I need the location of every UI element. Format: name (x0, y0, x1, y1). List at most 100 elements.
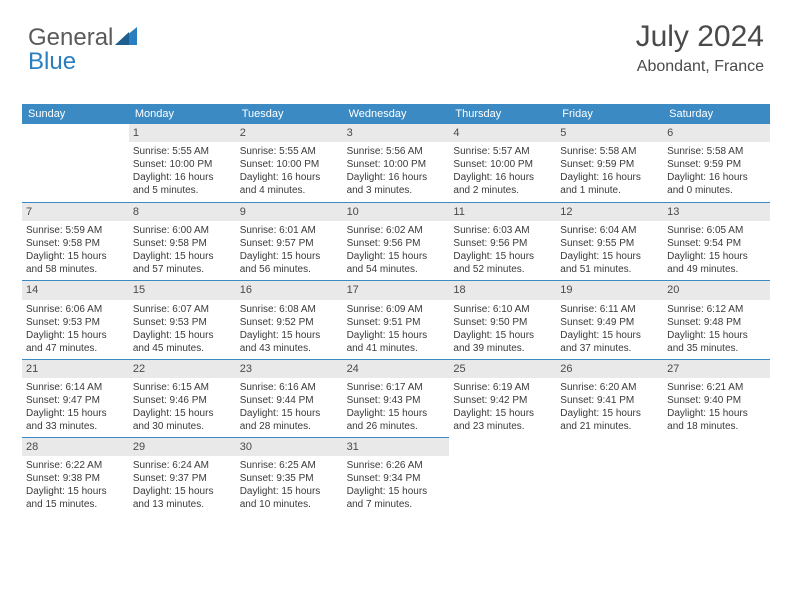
day-d1: Daylight: 15 hours (347, 250, 446, 263)
weekday-header: Friday (556, 104, 663, 124)
day-sunset: Sunset: 9:57 PM (240, 237, 339, 250)
calendar-day-cell: 22Sunrise: 6:15 AMSunset: 9:46 PMDayligh… (129, 359, 236, 437)
day-sunrise: Sunrise: 6:08 AM (240, 303, 339, 316)
day-number: 10 (343, 202, 450, 221)
day-d1: Daylight: 15 hours (240, 250, 339, 263)
day-d1: Daylight: 15 hours (453, 329, 552, 342)
day-d2: and 43 minutes. (240, 342, 339, 355)
day-d2: and 47 minutes. (26, 342, 125, 355)
day-number: 5 (556, 124, 663, 142)
calendar-day-cell: 26Sunrise: 6:20 AMSunset: 9:41 PMDayligh… (556, 359, 663, 437)
day-number: 25 (449, 359, 556, 378)
calendar-day-cell: 8Sunrise: 6:00 AMSunset: 9:58 PMDaylight… (129, 202, 236, 280)
day-d2: and 3 minutes. (347, 184, 446, 197)
day-d1: Daylight: 15 hours (347, 485, 446, 498)
day-d1: Daylight: 16 hours (347, 171, 446, 184)
day-d2: and 54 minutes. (347, 263, 446, 276)
day-number: 3 (343, 124, 450, 142)
day-number: 27 (663, 359, 770, 378)
day-d1: Daylight: 15 hours (347, 407, 446, 420)
calendar-day-cell: 20Sunrise: 6:12 AMSunset: 9:48 PMDayligh… (663, 280, 770, 358)
day-number: 12 (556, 202, 663, 221)
day-number: 15 (129, 280, 236, 299)
day-d2: and 7 minutes. (347, 498, 446, 511)
calendar-day-cell: 30Sunrise: 6:25 AMSunset: 9:35 PMDayligh… (236, 437, 343, 515)
day-d1: Daylight: 15 hours (240, 407, 339, 420)
day-d1: Daylight: 15 hours (453, 250, 552, 263)
day-sunset: Sunset: 9:43 PM (347, 394, 446, 407)
day-sunset: Sunset: 10:00 PM (240, 158, 339, 171)
day-number: 19 (556, 280, 663, 299)
day-sunset: Sunset: 9:58 PM (26, 237, 125, 250)
day-sunrise: Sunrise: 6:25 AM (240, 459, 339, 472)
day-d1: Daylight: 15 hours (133, 250, 232, 263)
day-sunrise: Sunrise: 6:02 AM (347, 224, 446, 237)
day-d1: Daylight: 15 hours (26, 250, 125, 263)
day-sunrise: Sunrise: 6:22 AM (26, 459, 125, 472)
calendar-day-cell: 4Sunrise: 5:57 AMSunset: 10:00 PMDayligh… (449, 124, 556, 202)
day-sunrise: Sunrise: 5:58 AM (667, 145, 766, 158)
day-sunset: Sunset: 10:00 PM (133, 158, 232, 171)
day-d2: and 57 minutes. (133, 263, 232, 276)
day-d2: and 23 minutes. (453, 420, 552, 433)
weekday-header: Saturday (663, 104, 770, 124)
day-d2: and 49 minutes. (667, 263, 766, 276)
day-sunrise: Sunrise: 6:14 AM (26, 381, 125, 394)
day-sunset: Sunset: 9:59 PM (560, 158, 659, 171)
day-number: 28 (22, 437, 129, 456)
day-d2: and 56 minutes. (240, 263, 339, 276)
day-number: 31 (343, 437, 450, 456)
day-number: 7 (22, 202, 129, 221)
day-sunset: Sunset: 9:56 PM (453, 237, 552, 250)
day-d2: and 15 minutes. (26, 498, 125, 511)
day-sunrise: Sunrise: 6:21 AM (667, 381, 766, 394)
day-sunrise: Sunrise: 5:59 AM (26, 224, 125, 237)
day-d2: and 33 minutes. (26, 420, 125, 433)
calendar-day-cell: 28Sunrise: 6:22 AMSunset: 9:38 PMDayligh… (22, 437, 129, 515)
day-sunset: Sunset: 10:00 PM (347, 158, 446, 171)
day-d2: and 58 minutes. (26, 263, 125, 276)
day-d1: Daylight: 15 hours (560, 329, 659, 342)
day-d1: Daylight: 15 hours (26, 329, 125, 342)
day-d2: and 30 minutes. (133, 420, 232, 433)
calendar-day-cell: 21Sunrise: 6:14 AMSunset: 9:47 PMDayligh… (22, 359, 129, 437)
calendar-day-cell: 9 Sunrise: 6:01 AMSunset: 9:57 PMDaylight… (236, 202, 343, 280)
day-sunrise: Sunrise: 6:01 AM (240, 224, 339, 237)
day-d2: and 21 minutes. (560, 420, 659, 433)
calendar-day-cell: 3Sunrise: 5:56 AMSunset: 10:00 PMDayligh… (343, 124, 450, 202)
day-sunset: Sunset: 9:37 PM (133, 472, 232, 485)
day-sunset: Sunset: 9:35 PM (240, 472, 339, 485)
day-d1: Daylight: 15 hours (560, 407, 659, 420)
calendar-day-cell: 19Sunrise: 6:11 AMSunset: 9:49 PMDayligh… (556, 280, 663, 358)
day-sunset: Sunset: 9:44 PM (240, 394, 339, 407)
day-d1: Daylight: 15 hours (133, 329, 232, 342)
day-d2: and 28 minutes. (240, 420, 339, 433)
day-sunset: Sunset: 9:42 PM (453, 394, 552, 407)
calendar-day-cell: 13Sunrise: 6:05 AMSunset: 9:54 PMDayligh… (663, 202, 770, 280)
day-sunrise: Sunrise: 6:05 AM (667, 224, 766, 237)
day-d1: Daylight: 16 hours (453, 171, 552, 184)
day-sunrise: Sunrise: 5:58 AM (560, 145, 659, 158)
day-sunrise: Sunrise: 6:12 AM (667, 303, 766, 316)
day-sunrise: Sunrise: 5:55 AM (240, 145, 339, 158)
day-number: 9 (236, 202, 343, 221)
calendar-day-cell: 14Sunrise: 6:06 AMSunset: 9:53 PMDayligh… (22, 280, 129, 358)
day-sunset: Sunset: 9:54 PM (667, 237, 766, 250)
day-sunset: Sunset: 9:52 PM (240, 316, 339, 329)
day-sunrise: Sunrise: 6:06 AM (26, 303, 125, 316)
day-sunset: Sunset: 9:59 PM (667, 158, 766, 171)
day-d2: and 4 minutes. (240, 184, 339, 197)
calendar-day-cell: 17Sunrise: 6:09 AMSunset: 9:51 PMDayligh… (343, 280, 450, 358)
calendar-day-cell (449, 437, 556, 515)
day-sunset: Sunset: 9:47 PM (26, 394, 125, 407)
day-sunrise: Sunrise: 6:24 AM (133, 459, 232, 472)
day-d2: and 26 minutes. (347, 420, 446, 433)
day-sunrise: Sunrise: 6:16 AM (240, 381, 339, 394)
day-sunset: Sunset: 9:58 PM (133, 237, 232, 250)
day-d2: and 18 minutes. (667, 420, 766, 433)
weekday-header: Sunday (22, 104, 129, 124)
day-sunrise: Sunrise: 6:15 AM (133, 381, 232, 394)
day-number: 11 (449, 202, 556, 221)
day-sunset: Sunset: 9:48 PM (667, 316, 766, 329)
day-d1: Daylight: 15 hours (667, 250, 766, 263)
